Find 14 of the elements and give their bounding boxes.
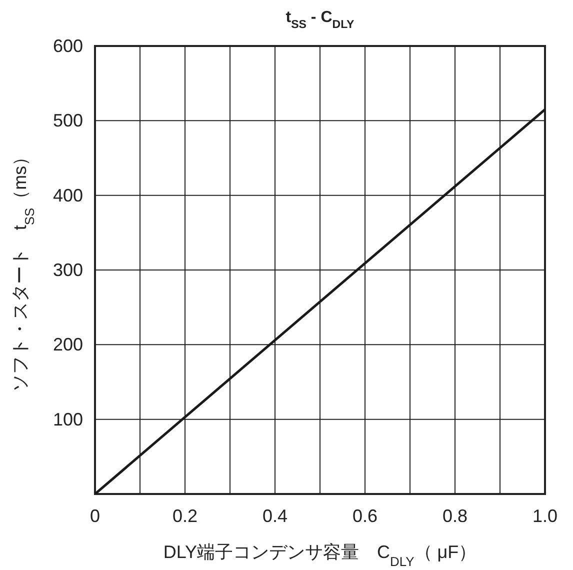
y-tick-label: 600 [52,36,83,56]
x-tick-label: 0.2 [172,506,198,526]
y-tick-label: 300 [52,260,83,280]
y-tick-label: 500 [52,110,83,131]
y-tick-label: 200 [52,334,83,355]
x-tick-label: 0.4 [262,506,288,526]
x-axis-title: DLY端子コンデンサ容量 C$_{DLY}$（ μF） [163,542,477,568]
chart-title: t$_{SS}$ - C$_{DLY}$ [286,9,355,31]
x-tick-label: 1.0 [532,506,558,526]
y-tick-label: 100 [52,409,83,430]
x-tick-label: 0 [90,506,100,526]
x-tick-label: 0.8 [442,506,468,526]
x-tick-label: 0.6 [352,506,378,526]
y-tick-label: 400 [52,185,83,206]
